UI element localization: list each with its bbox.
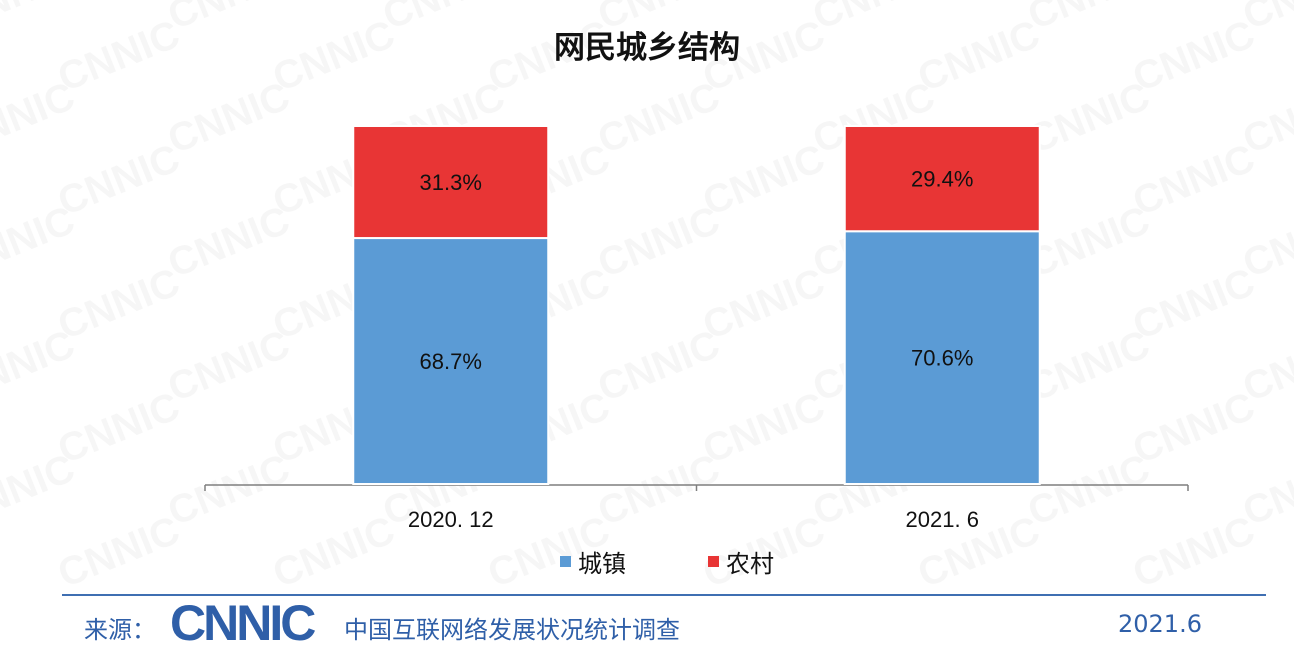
stacked-bar-chart: 68.7% 31.3% 2020. 12 70.6% 29.4% 2021. 6 城镇 农村 [204,125,1189,578]
bar-urban-0 [352,237,550,485]
footer-source-label: 来源： [84,616,156,644]
data-label-urban-0: 68.7% [420,349,482,374]
data-label-rural-0: 31.3% [420,170,482,195]
bar-rural-1 [843,125,1041,233]
chart-title: 网民城乡结构 [554,30,740,66]
legend-label-rural: 农村 [726,550,774,578]
x-tick-label-1: 2021. 6 [906,507,979,532]
cnnic-logo: CNNIC [170,596,318,648]
data-label-rural-1: 29.4% [911,167,973,192]
bar-urban-1 [843,230,1041,485]
footer-org-name: 中国互联网络发展状况统计调查 [344,616,680,644]
data-label-urban-1: 70.6% [911,346,973,371]
bar-rural-0 [352,125,550,240]
footer-date: 2021.6 [1118,610,1202,638]
legend-label-urban: 城镇 [578,550,626,578]
x-tick-label-0: 2020. 12 [408,507,494,532]
legend-swatch-rural [708,556,719,567]
footer-divider [62,594,1266,596]
legend-swatch-urban [560,556,571,567]
cnnic-logo-text: CNNIC [170,596,315,648]
